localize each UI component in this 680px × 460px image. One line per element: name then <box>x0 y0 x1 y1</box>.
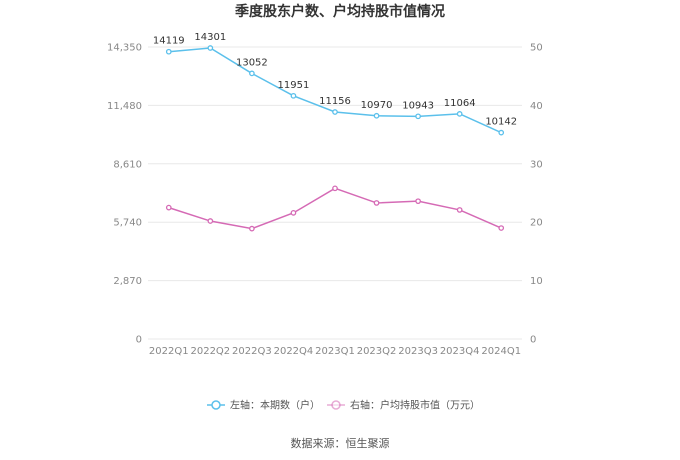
data-point[interactable] <box>498 225 505 231</box>
data-point[interactable] <box>332 185 338 192</box>
chart-title: 季度股东户数、户均持股市值情况 <box>234 3 445 20</box>
data-label: 11064 <box>444 98 476 109</box>
data-point[interactable] <box>207 218 214 224</box>
x-tick-label: 2022Q1 <box>149 346 189 357</box>
data-point[interactable] <box>456 111 463 117</box>
x-tick-label: 2022Q3 <box>232 346 272 357</box>
data-point[interactable] <box>373 112 380 119</box>
data-point[interactable] <box>456 207 463 213</box>
series-line-1 <box>168 47 502 134</box>
x-tick-label: 2023Q1 <box>315 346 355 357</box>
data-point[interactable] <box>165 48 172 55</box>
left-tick-label: 8,610 <box>113 159 142 170</box>
data-point[interactable] <box>415 198 421 205</box>
data-point[interactable] <box>498 129 505 136</box>
right-tick-label: 0 <box>530 335 536 346</box>
legend-item-2[interactable]: 右轴：户均持股市值（万元） <box>327 399 480 412</box>
data-point[interactable] <box>207 45 214 51</box>
x-axis: 2022Q1 2022Q2 2022Q3 2022Q4 2023Q1 2023Q2 2023… <box>149 346 521 357</box>
data-point[interactable] <box>415 113 421 120</box>
legend-marker <box>211 400 221 410</box>
data-label: 11156 <box>319 96 351 107</box>
left-axis: 0 2,870 5,740 8,610 11,480 14,350 <box>107 43 142 346</box>
data-point[interactable] <box>290 210 297 216</box>
right-tick-label: 20 <box>530 218 543 229</box>
data-point[interactable] <box>249 225 255 232</box>
data-label: 10142 <box>485 117 517 128</box>
grid <box>148 46 522 340</box>
data-point[interactable] <box>332 109 338 115</box>
left-tick-label: 14,350 <box>107 43 142 54</box>
data-point[interactable] <box>249 70 255 77</box>
data-label: 10970 <box>361 100 393 111</box>
x-tick-label: 2022Q2 <box>190 346 230 357</box>
data-label: 10943 <box>402 100 434 111</box>
left-tick-label: 11,480 <box>107 101 142 112</box>
data-source: 数据来源：恒生聚源 <box>291 436 390 450</box>
left-tick-label: 5,740 <box>113 218 142 229</box>
data-label: 13052 <box>236 57 268 68</box>
x-tick-label: 2023Q4 <box>440 346 480 357</box>
right-axis: 0 10 20 30 40 50 <box>530 43 543 346</box>
x-tick-label: 2023Q2 <box>357 346 397 357</box>
legend-item-1[interactable]: 左轴：本期数（户） <box>207 399 320 412</box>
data-label: 11951 <box>278 80 310 91</box>
left-tick-label: 0 <box>136 335 142 346</box>
right-tick-label: 50 <box>530 43 543 54</box>
data-point[interactable] <box>373 200 380 206</box>
right-tick-label: 10 <box>530 276 543 287</box>
x-tick-label: 2023Q3 <box>398 346 438 357</box>
x-tick-label: 2022Q4 <box>274 346 314 357</box>
legend[interactable]: 左轴：本期数（户） 右轴：户均持股市值（万元） <box>207 399 480 412</box>
series-layer: 14119 14301 13052 11951 11156 10970 10943 11064… <box>153 32 517 232</box>
legend-marker <box>331 400 341 410</box>
legend-label: 左轴：本期数（户） <box>230 399 320 412</box>
right-tick-label: 40 <box>530 101 543 112</box>
data-label: 14301 <box>194 32 226 43</box>
right-tick-label: 30 <box>530 159 543 170</box>
data-point[interactable] <box>165 204 172 211</box>
left-tick-label: 2,870 <box>113 276 142 287</box>
legend-label: 右轴：户均持股市值（万元） <box>350 399 480 412</box>
x-tick-label: 2024Q1 <box>481 346 521 357</box>
data-point[interactable] <box>290 92 297 99</box>
data-label: 14119 <box>153 36 185 47</box>
